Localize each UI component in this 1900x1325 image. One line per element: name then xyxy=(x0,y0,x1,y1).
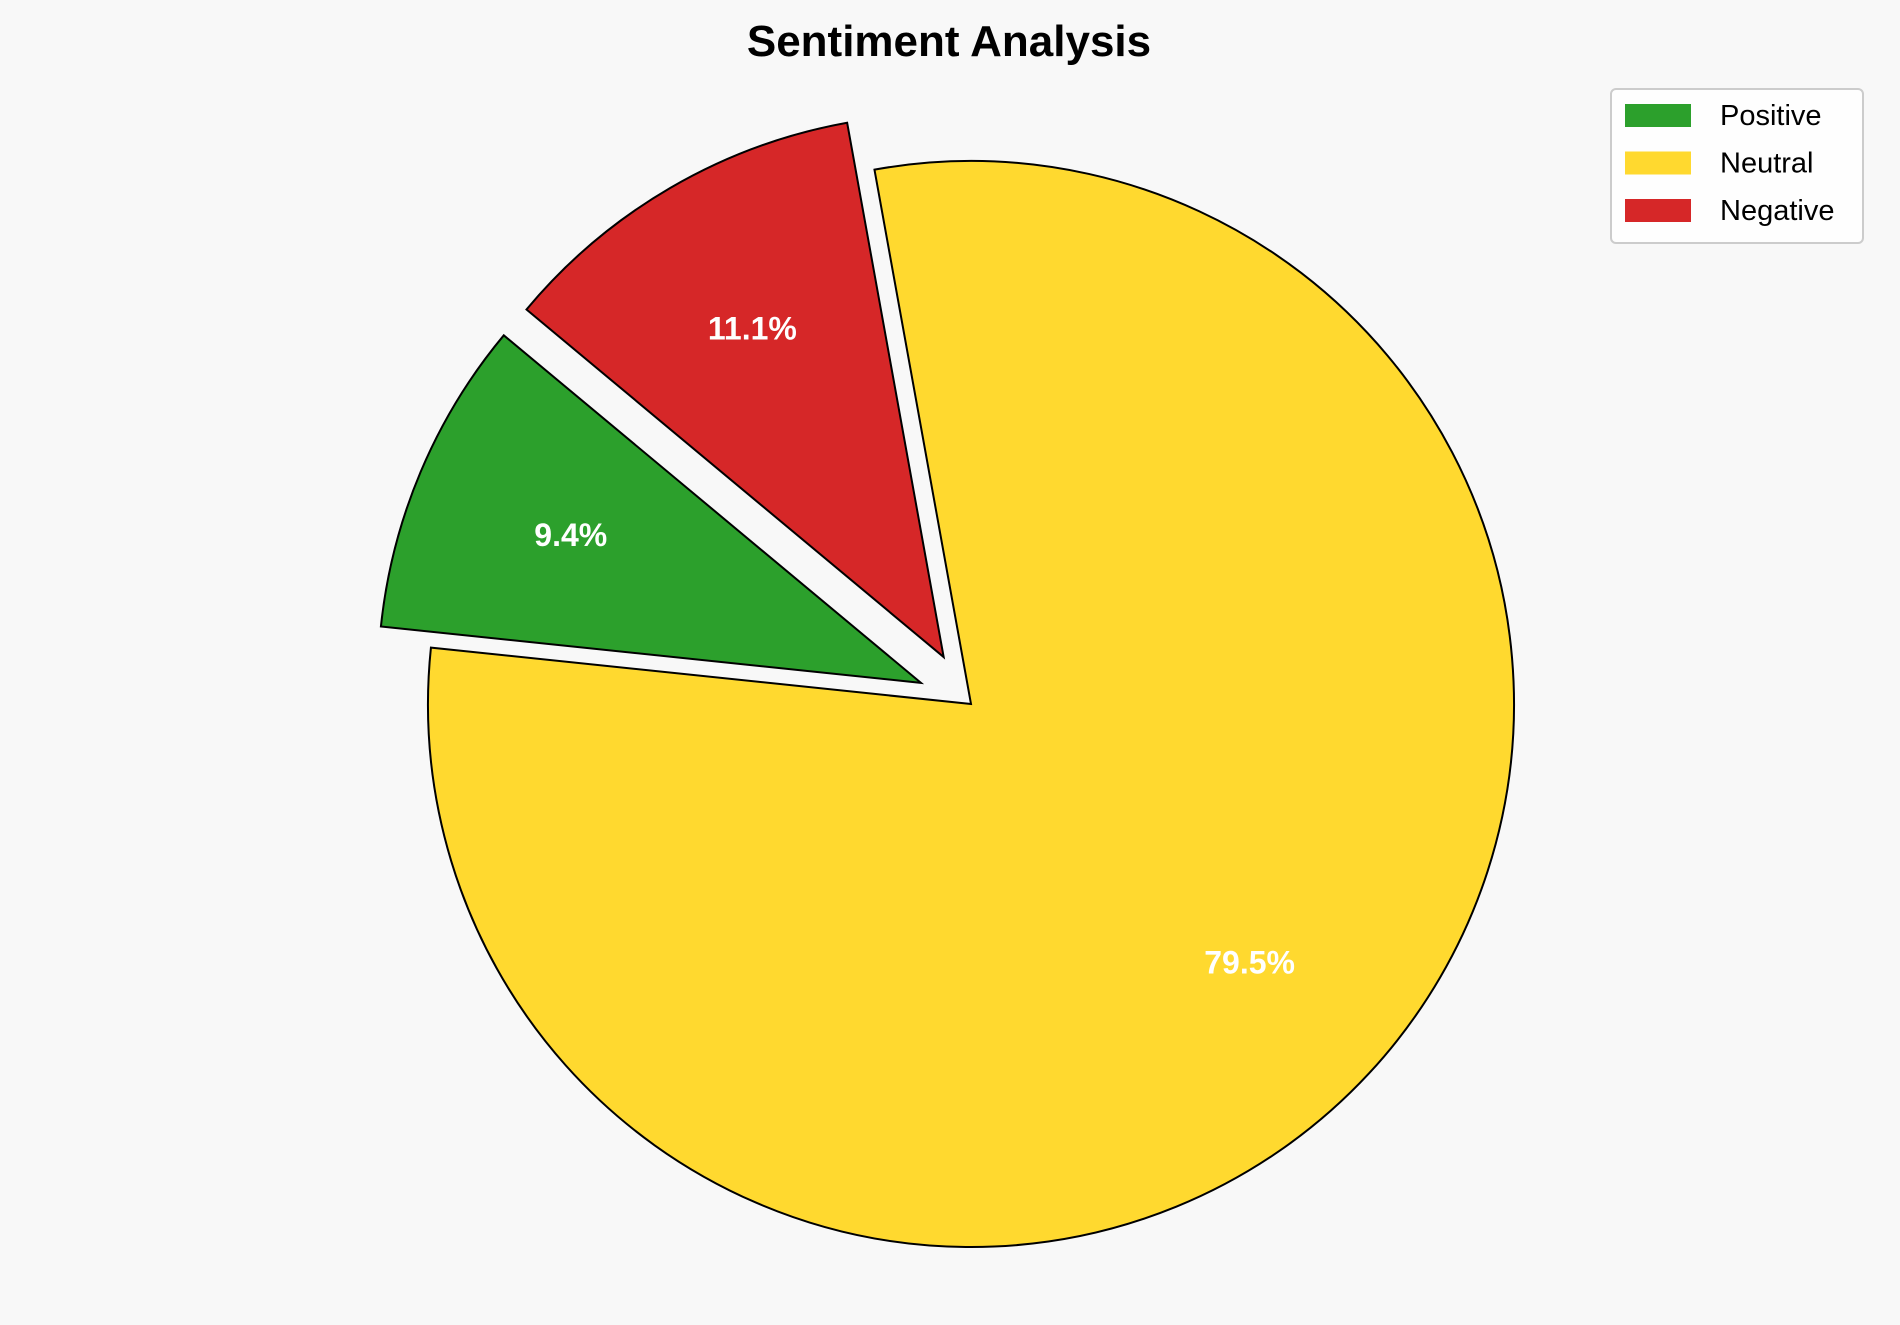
legend-label: Positive xyxy=(1720,100,1822,132)
slice-negative xyxy=(525,121,946,660)
legend-item-negative: Negative xyxy=(1625,195,1834,227)
legend-item-positive: Positive xyxy=(1625,100,1822,132)
pie-labels: 9.4% 79.5% 11.1% xyxy=(534,311,1295,981)
chart-title: Sentiment Analysis xyxy=(747,17,1151,66)
legend-label: Negative xyxy=(1720,195,1834,227)
legend-swatch xyxy=(1625,104,1691,127)
slice-positive xyxy=(379,333,925,685)
legend-swatch xyxy=(1625,199,1691,222)
pct-label-negative: 11.1% xyxy=(708,311,797,347)
pct-label-neutral: 79.5% xyxy=(1204,945,1295,981)
pie-slices xyxy=(379,121,1515,1248)
legend-item-neutral: Neutral xyxy=(1625,148,1814,180)
pct-label-positive: 9.4% xyxy=(534,517,607,553)
legend-swatch xyxy=(1625,151,1691,175)
legend: Positive Neutral Negative xyxy=(1610,88,1864,244)
legend-label: Neutral xyxy=(1720,148,1814,180)
slice-neutral xyxy=(427,160,1515,1248)
